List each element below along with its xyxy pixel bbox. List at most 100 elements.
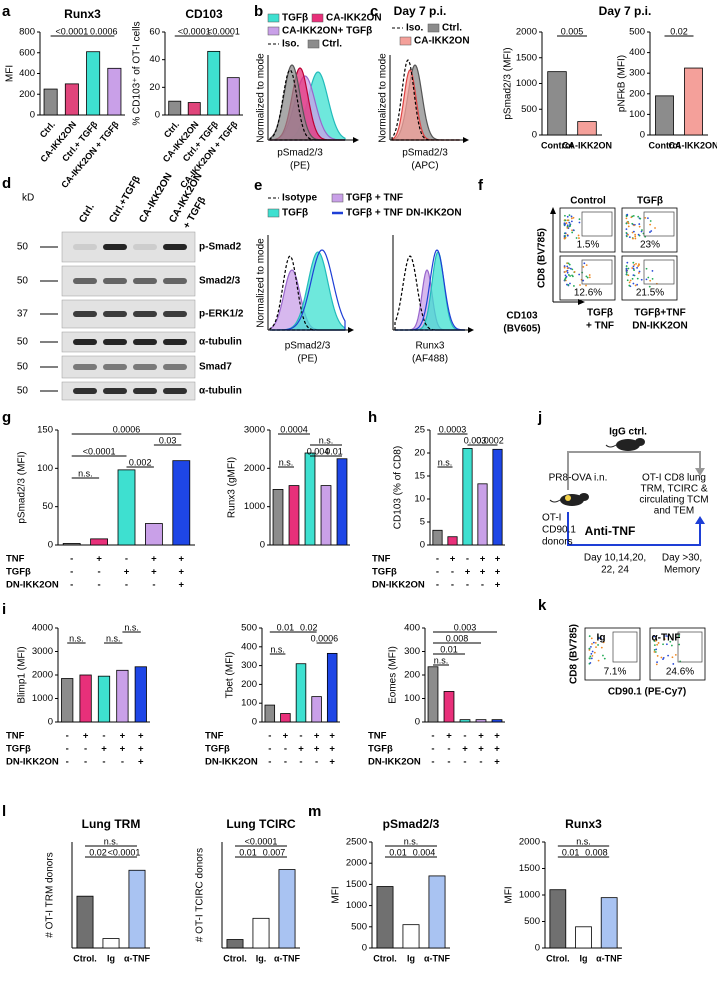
arrow <box>348 327 354 333</box>
legend-swatch <box>267 13 280 23</box>
arrow <box>567 512 701 546</box>
panel-letter: f <box>478 177 484 194</box>
event-dot <box>649 223 652 226</box>
condition-mark: - <box>284 744 287 755</box>
event-dot <box>566 225 569 228</box>
diagram-label: OT-I CD8 lung <box>642 473 706 484</box>
blot-band <box>73 388 97 394</box>
event-dot <box>565 275 568 278</box>
p-value: 0.0006 <box>311 633 339 643</box>
p-value: 0.0003 <box>439 424 467 434</box>
bar <box>226 77 240 116</box>
legend-swatch <box>331 193 344 203</box>
x-tick-label: CA-IKK2ON <box>668 140 717 150</box>
event-dot <box>632 261 635 264</box>
diagram-label: TRM, TCIRC & <box>640 484 707 495</box>
condition-mark: - <box>451 580 454 591</box>
y-tick-label: 10 <box>414 494 425 505</box>
event-dot <box>636 266 638 269</box>
bar <box>304 452 316 546</box>
panel-letter: k <box>538 597 547 614</box>
bar <box>43 88 58 116</box>
condition-mark: + <box>179 580 185 591</box>
p-value: n.s. <box>434 655 449 665</box>
x-axis-label: CD90.1 (PE-Cy7) <box>608 687 686 698</box>
diagram-label: Anti-TNF <box>585 524 636 538</box>
bar <box>447 536 458 546</box>
event-dot <box>582 279 585 282</box>
band-label: p-ERK1/2 <box>199 309 244 320</box>
event-dot <box>671 656 674 659</box>
blot-band <box>163 278 187 284</box>
condition-label: TGFβ <box>205 744 230 755</box>
condition-mark: - <box>481 580 484 591</box>
condition-mark: - <box>436 567 439 578</box>
event-dot <box>638 225 641 228</box>
condition-label: TNF <box>368 731 387 742</box>
event-dot <box>625 273 628 276</box>
event-dot <box>626 213 629 216</box>
diagram-label: donors <box>542 537 573 548</box>
panel-letter: b <box>254 3 263 20</box>
legend-label: DN-IKK2ON <box>406 208 462 219</box>
event-dot <box>578 218 581 221</box>
x-tick-label: Ctrol. <box>546 953 570 963</box>
p-value: 0.005 <box>561 26 584 36</box>
p-value: n.s. <box>404 836 419 846</box>
blot-band <box>163 364 187 370</box>
bar <box>547 71 567 136</box>
condition-mark: - <box>121 757 124 768</box>
arrow <box>567 451 701 490</box>
event-dot <box>563 271 566 273</box>
condition-mark: + <box>283 731 289 742</box>
histogram <box>391 59 460 141</box>
event-dot <box>653 640 656 642</box>
event-dot <box>625 215 628 218</box>
condition-label: TNF <box>372 554 391 565</box>
panel-letter: c <box>370 3 378 20</box>
event-dot <box>568 221 571 224</box>
event-dot <box>633 269 635 271</box>
condition-mark: + <box>314 731 320 742</box>
diagram-label: circulating TCM <box>639 495 708 506</box>
y-tick-label: 200 <box>241 679 257 690</box>
condition-mark: - <box>66 731 69 742</box>
flow-plot <box>621 207 678 253</box>
condition-label: TGFβ <box>587 308 613 319</box>
condition-mark: - <box>70 554 73 565</box>
event-dot <box>638 270 641 273</box>
y-tick-label: 0 <box>535 943 540 954</box>
event-dot <box>625 269 628 272</box>
event-dot <box>631 267 634 269</box>
y-tick-label: 400 <box>404 623 420 634</box>
event-dot <box>633 263 636 266</box>
y-axis-label: CD8 (BV785) <box>537 228 548 288</box>
event-dot <box>651 277 654 280</box>
y-tick-label: 1000 <box>244 501 265 512</box>
event-dot <box>568 263 571 266</box>
x-axis-label: CD103 <box>506 311 538 322</box>
event-dot <box>625 232 628 234</box>
y-axis-label: Normalized to mode <box>256 238 267 328</box>
panel-letter: e <box>254 177 262 194</box>
condition-mark: + <box>151 567 157 578</box>
bar <box>117 469 136 546</box>
x-tick-label: α-TNF <box>596 953 623 963</box>
condition-mark: - <box>268 731 271 742</box>
bar <box>79 674 92 723</box>
event-dot <box>665 643 668 646</box>
condition-mark: + <box>478 731 484 742</box>
p-value: 0.0002 <box>476 435 504 445</box>
p-value: <0.0001 <box>55 26 88 36</box>
bar <box>172 460 191 546</box>
arrow <box>550 207 556 214</box>
event-dot <box>649 231 651 233</box>
event-dot <box>627 225 630 228</box>
event-dot <box>569 275 572 277</box>
y-tick-label: 4000 <box>32 623 53 634</box>
event-dot <box>656 655 659 657</box>
event-dot <box>566 283 568 286</box>
event-dot <box>578 273 581 276</box>
blot-band <box>163 311 187 317</box>
arrow <box>578 299 585 305</box>
